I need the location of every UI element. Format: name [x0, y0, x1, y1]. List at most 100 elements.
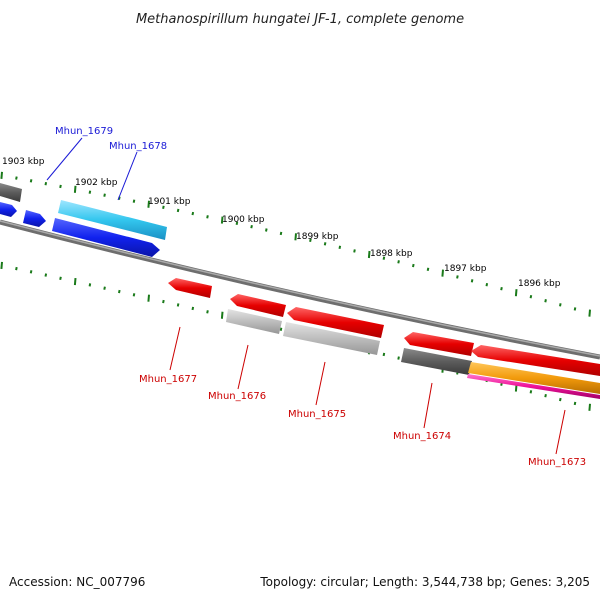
outer-tick — [544, 299, 547, 303]
outer-tick — [29, 179, 33, 183]
ruler-label-1900: 1900 kbp — [222, 215, 265, 225]
outer-tick — [0, 171, 3, 179]
inner-tick — [588, 403, 591, 411]
label-mhun-1678[interactable]: Mhun_1678 — [109, 141, 167, 152]
inner-tick — [73, 278, 77, 286]
ruler-label-1901: 1901 kbp — [148, 197, 191, 207]
gene-mhun-1676[interactable] — [230, 294, 286, 317]
outer-tick — [88, 190, 92, 194]
genome-summary-text: Topology: circular; Length: 3,544,738 bp… — [259, 575, 590, 589]
outer-tick — [529, 294, 533, 299]
outer-tick — [323, 242, 327, 246]
inner-tick — [29, 270, 33, 274]
outer-tick — [44, 181, 48, 186]
gene-mhun-1677[interactable] — [168, 278, 212, 298]
inner-tick — [0, 261, 3, 270]
genome-backbone — [0, 219, 600, 360]
inner-tick — [59, 276, 62, 281]
label-mhun-1675[interactable]: Mhun_1675 — [288, 409, 346, 420]
inner-tick — [147, 294, 150, 302]
label-mhun-1676[interactable]: Mhun_1676 — [208, 391, 266, 402]
outer-tick-ruler — [0, 171, 591, 317]
outer-tick — [176, 208, 180, 213]
cds-mhun-1678[interactable] — [58, 200, 167, 240]
outer-tick — [265, 228, 268, 232]
outer-tick — [15, 176, 18, 180]
connector-mhun-1676 — [237, 344, 249, 390]
outer-tick — [279, 231, 283, 236]
connector-mhun-1675 — [315, 361, 326, 406]
outer-tick — [382, 256, 386, 260]
inner-tick — [44, 273, 48, 277]
inner-tick — [529, 390, 533, 394]
label-mhun-1677[interactable]: Mhun_1677 — [139, 374, 197, 385]
outer-tick — [500, 286, 503, 291]
inner-tick — [382, 352, 386, 357]
outer-tick — [235, 221, 239, 226]
outer-tick — [191, 211, 195, 216]
outer-tick — [147, 200, 150, 208]
ruler-label-1897: 1897 kbp — [444, 264, 487, 274]
gene-mhun-1679[interactable] — [23, 210, 46, 227]
outer-tick — [485, 283, 489, 287]
inner-tick — [220, 311, 224, 319]
inner-tick — [544, 393, 547, 398]
outer-tick — [470, 279, 474, 283]
inner-tick — [279, 327, 283, 331]
outer-tick — [456, 275, 459, 279]
gene-forward-left-edge[interactable] — [0, 202, 17, 217]
cds-mhun-1676[interactable] — [226, 309, 282, 334]
cds-mhun-1675[interactable] — [283, 322, 380, 355]
feature-mhun-1673-orange[interactable] — [468, 362, 600, 394]
inner-tick — [88, 283, 92, 287]
inner-tick — [162, 299, 165, 304]
outer-tick — [206, 215, 209, 219]
outer-tick — [220, 216, 224, 224]
outer-tick — [73, 185, 77, 193]
outer-tick — [103, 193, 106, 197]
gene-mhun-1674[interactable] — [404, 332, 474, 356]
outer-tick — [338, 245, 342, 250]
outer-tick — [353, 249, 356, 253]
label-connectors — [46, 137, 566, 455]
inner-tick — [559, 397, 562, 402]
feature-mhun-1673-magenta[interactable] — [467, 374, 600, 399]
outer-tick — [309, 238, 312, 242]
ruler-label-1902: 1902 kbp — [75, 178, 118, 188]
inner-tick — [176, 303, 180, 307]
gene-mhun-1678[interactable] — [52, 218, 160, 257]
ruler-label-1898: 1898 kbp — [370, 249, 413, 259]
inner-tick — [15, 266, 18, 271]
label-mhun-1679[interactable]: Mhun_1679 — [55, 126, 113, 137]
outer-tick — [426, 267, 430, 272]
map-title: Methanospirillum hungatei JF-1, complete… — [136, 12, 464, 27]
inner-tick — [573, 401, 577, 406]
ruler-label-1896: 1896 kbp — [518, 279, 561, 289]
inner-tick — [132, 293, 136, 297]
label-mhun-1673[interactable]: Mhun_1673 — [528, 457, 586, 468]
inner-tick — [103, 286, 106, 290]
label-mhun-1674[interactable]: Mhun_1674 — [393, 431, 451, 442]
ruler-label-1903: 1903 kbp — [2, 157, 45, 167]
outer-tick — [559, 303, 562, 307]
inner-tick — [397, 356, 400, 360]
outer-tick — [250, 224, 253, 229]
connector-mhun-1677 — [169, 326, 181, 371]
outer-tick — [412, 263, 415, 268]
outer-tick — [294, 233, 297, 241]
forward-features — [0, 183, 167, 257]
outer-tick — [588, 309, 591, 317]
gene-mhun-1675[interactable] — [287, 307, 384, 338]
accession-text: Accession: NC_007796 — [9, 575, 145, 589]
outer-tick — [441, 269, 444, 277]
inner-tick — [191, 306, 195, 311]
feature-dark-left[interactable] — [0, 183, 22, 202]
outer-tick — [397, 260, 400, 264]
gene-mhun-1673[interactable] — [471, 345, 600, 376]
connector-mhun-1673 — [555, 409, 566, 455]
feature-mhun-1674-dark[interactable] — [401, 348, 472, 375]
inner-tick — [206, 310, 209, 314]
connector-mhun-1674 — [423, 382, 433, 429]
inner-tick — [118, 289, 121, 294]
